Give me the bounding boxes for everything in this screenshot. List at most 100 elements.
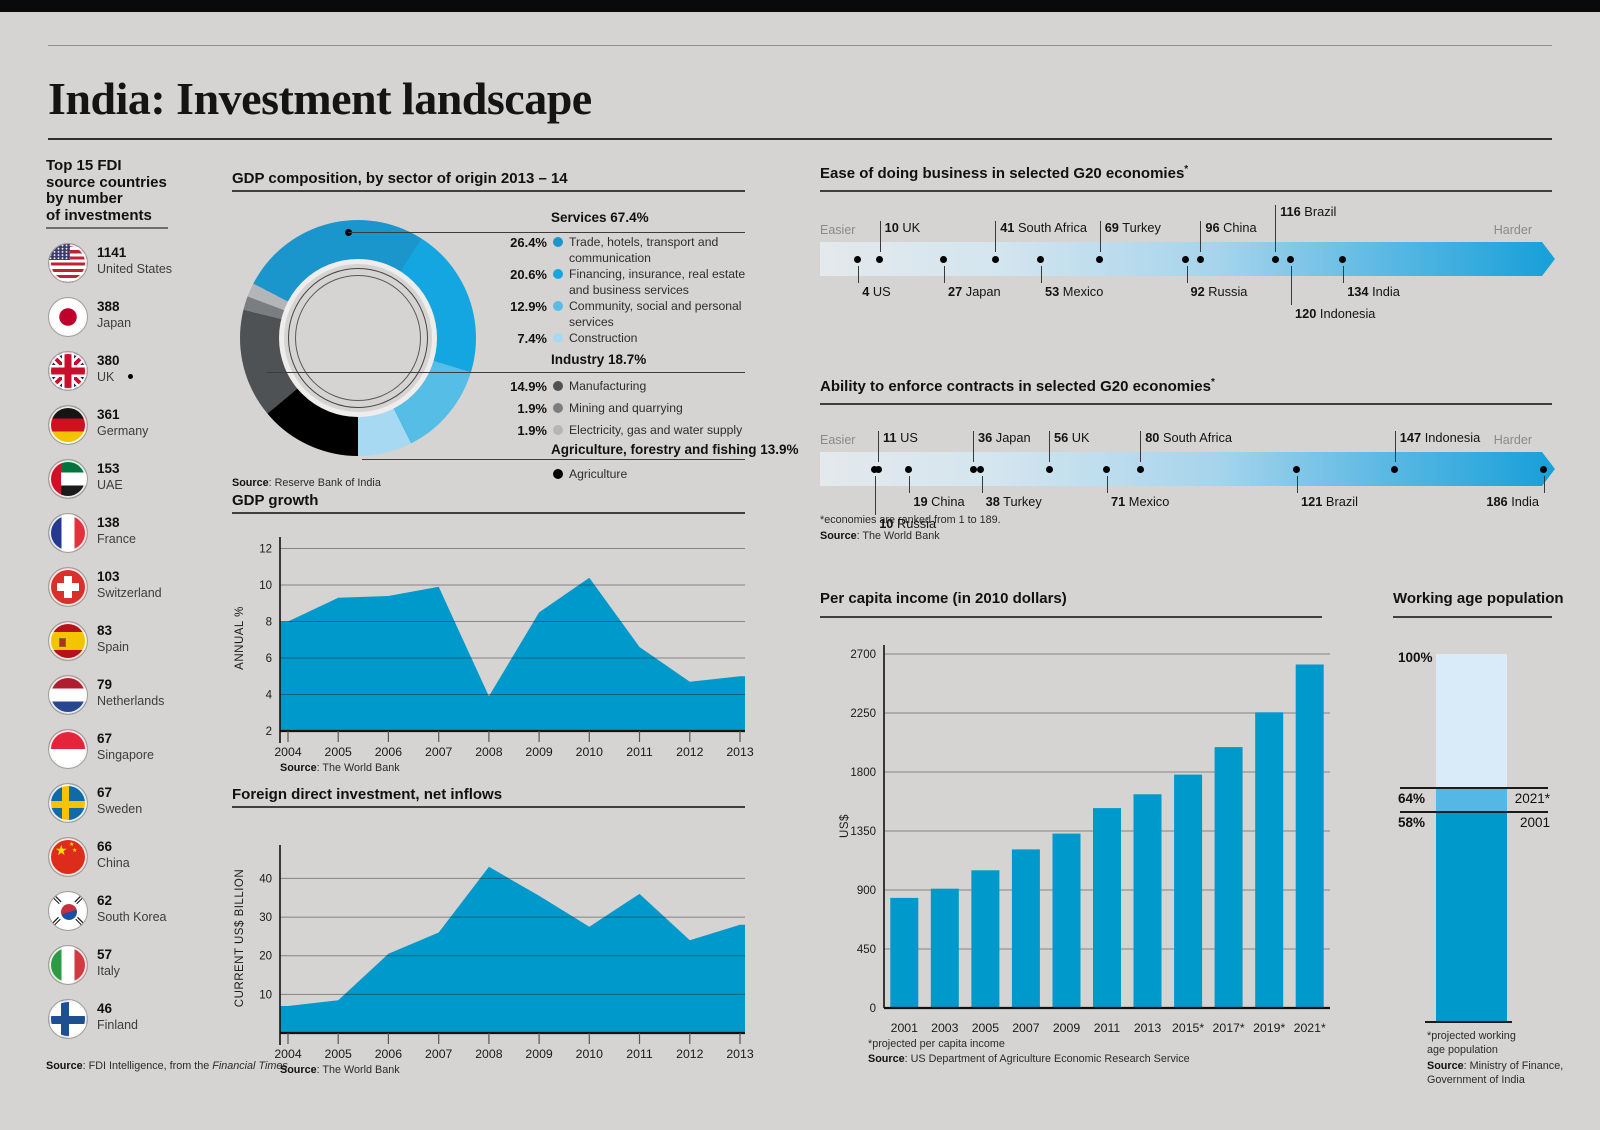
- rank-tick: [909, 476, 911, 493]
- fdi-country-row: 103 Switzerland: [48, 567, 223, 621]
- rank-label: 56 UK: [1054, 430, 1090, 445]
- fdi-country-row: 67 Singapore: [48, 729, 223, 783]
- working-age-line-64: [1400, 787, 1548, 789]
- fdi-count: 83: [97, 623, 113, 638]
- source-text: : Reserve Bank of India: [268, 477, 381, 489]
- china-flag-icon: ★ ★ ★: [48, 837, 88, 877]
- rank-label: 69 Turkey: [1104, 220, 1161, 235]
- rank-tick: [973, 431, 974, 462]
- rank-dot-turkey: [1096, 255, 1104, 263]
- rank-dot-india: [1338, 255, 1346, 263]
- fdi-country: Netherlands: [97, 694, 165, 708]
- rank-dot-turkey: [977, 465, 985, 473]
- per-capita-y-axis-label: US$: [839, 814, 851, 838]
- rank-tick: [879, 221, 881, 252]
- rank-label: 36 Japan: [978, 430, 1031, 445]
- per-capita-source: Source: US Department of Agriculture Eco…: [868, 1053, 1190, 1065]
- rank-dot-mexico: [1036, 255, 1044, 263]
- source-label: Source: [820, 530, 857, 542]
- fdi-title: Foreign direct investment, net inflows: [232, 786, 503, 803]
- fdi-country: Finland: [97, 1018, 138, 1032]
- svg-text:2006: 2006: [375, 745, 403, 759]
- svg-text:10: 10: [259, 989, 272, 1001]
- gdp-composition-source: Source: Reserve Bank of India: [232, 477, 381, 489]
- svg-text:450: 450: [857, 944, 876, 956]
- per-capita-title: Per capita income (in 2010 dollars): [820, 590, 1067, 607]
- sidebar-title-line: by number: [46, 190, 123, 207]
- gdp-composition-title: GDP composition, by sector of origin 201…: [232, 170, 568, 187]
- fdi-count: 1141: [97, 245, 127, 260]
- fdi-count: 103: [97, 569, 120, 584]
- rank-dot-china: [904, 465, 912, 473]
- rank-dot-us: [874, 465, 882, 473]
- working-age-2001-label: 2001: [1519, 815, 1550, 830]
- legend-label: Trade, hotels, transport and communicati…: [569, 235, 719, 265]
- fdi-country-row: 388 Japan: [48, 297, 223, 351]
- rank-band: [820, 242, 1542, 276]
- rank-tick: [1049, 431, 1050, 462]
- sidebar-source: Source: FDI Intelligence, from the Finan…: [46, 1060, 288, 1072]
- footnote-asterisk: *: [1184, 164, 1189, 175]
- rank-dot-indonesia: [1286, 255, 1294, 263]
- gdp-composition-underline: [232, 190, 745, 192]
- legend-color-dot: [553, 425, 563, 435]
- easier-label: Easier: [820, 433, 856, 447]
- rank-dot-russia: [870, 465, 878, 473]
- working-age-source-line1: Source: Ministry of Finance,: [1427, 1060, 1563, 1072]
- working-age-bar-projected: [1436, 654, 1507, 787]
- svg-text:2004: 2004: [274, 745, 302, 759]
- fdi-country-row: ★ ★ ★ 66 China: [48, 837, 223, 891]
- svg-text:2001: 2001: [891, 1021, 919, 1035]
- finland-flag-icon: [48, 999, 88, 1039]
- legend-label: Agriculture: [569, 467, 628, 481]
- decorative-dot: [128, 374, 133, 379]
- spain-flag-icon: [48, 621, 88, 661]
- enforce-contracts-title: Ability to enforce contracts in selected…: [820, 377, 1215, 395]
- rank-label: 4 US: [862, 284, 891, 299]
- svg-text:2009: 2009: [525, 1047, 553, 1061]
- svg-text:0: 0: [870, 1003, 876, 1015]
- legend-color-dot: [553, 469, 563, 479]
- rank-dot-south-africa: [991, 255, 999, 263]
- sidebar-title-line: of investments: [46, 206, 152, 224]
- legend-pct: 12.9%: [510, 299, 547, 314]
- rank-dot-india: [1539, 465, 1547, 473]
- fdi-count: 67: [97, 731, 113, 746]
- legend-pct: 1.9%: [517, 423, 547, 438]
- rank-label: 147 Indonesia: [1399, 430, 1481, 445]
- rank-label: 11 US: [883, 430, 918, 445]
- rank-band: [820, 452, 1542, 486]
- svg-text:2013: 2013: [1134, 1021, 1162, 1035]
- fdi-count: 67: [97, 785, 113, 800]
- fdi-country: United States: [97, 262, 173, 276]
- per-capita-underline: [820, 616, 1322, 618]
- legend-pct: 1.9%: [517, 401, 547, 416]
- fdi-country-row: 153 UAE: [48, 459, 223, 513]
- legend-color-dot: [553, 237, 563, 247]
- uae-flag-icon: [48, 459, 88, 499]
- rank-tick: [878, 431, 879, 462]
- working-age-bar-2001: [1436, 811, 1507, 1021]
- source-label: Source: [280, 762, 317, 774]
- fdi-count: 153: [97, 461, 120, 476]
- rank-label: 186 India: [1486, 494, 1539, 509]
- fdi-country: Singapore: [97, 748, 154, 762]
- fdi-country: France: [97, 532, 136, 546]
- fdi-country: Japan: [97, 316, 132, 330]
- fdi-country-row: 67 Sweden: [48, 783, 223, 837]
- legend-pct: 7.4%: [517, 331, 547, 346]
- rank-tick: [1041, 266, 1042, 283]
- enforce-contracts-title-text: Ability to enforce contracts in selected…: [820, 378, 1211, 395]
- legend-label: Construction: [569, 331, 638, 345]
- svg-text:30: 30: [259, 912, 272, 924]
- legend-pct: 20.6%: [510, 267, 547, 282]
- working-age-line-58: [1400, 811, 1548, 813]
- rank-dot-russia: [1182, 255, 1189, 263]
- rank-tick: [858, 266, 860, 283]
- source-text: : Ministry of Finance,: [1463, 1060, 1564, 1072]
- svg-text:2006: 2006: [375, 1047, 403, 1061]
- gdp-growth-title: GDP growth: [232, 492, 319, 509]
- svg-text:2011: 2011: [1094, 1021, 1121, 1035]
- svg-text:20: 20: [259, 951, 272, 963]
- svg-text:40: 40: [259, 873, 272, 885]
